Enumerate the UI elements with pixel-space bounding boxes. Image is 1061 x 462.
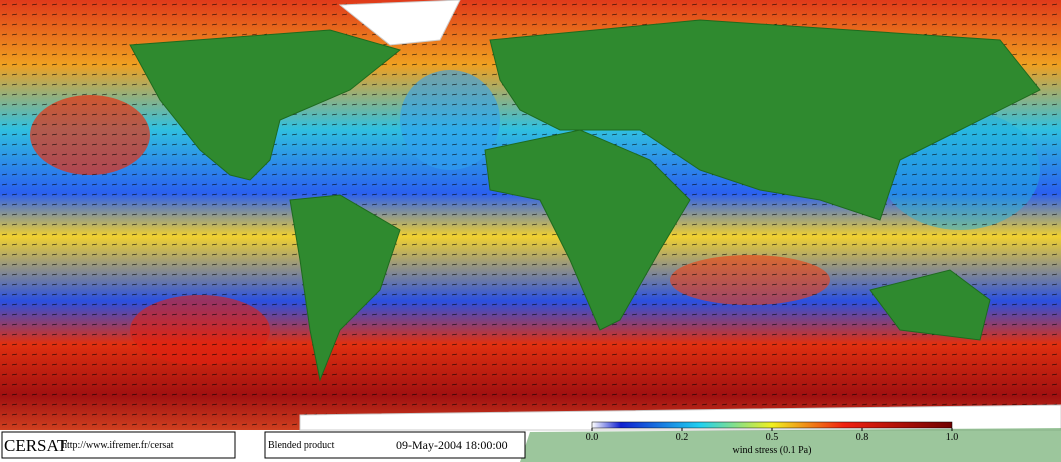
logo: CERSAT bbox=[4, 436, 68, 455]
colorbar: wind stress (0.1 Pa) 0.0 0.2 0.5 0.8 1.0 bbox=[586, 421, 959, 456]
antarctica bbox=[520, 428, 1061, 462]
colorbar-tick-label: 0.0 bbox=[586, 432, 599, 443]
map-area bbox=[0, 0, 1061, 431]
colorbar-label: wind stress (0.1 Pa) bbox=[733, 445, 812, 456]
colorbar-tick-label: 0.8 bbox=[856, 432, 869, 443]
colorbar-tick-label: 0.5 bbox=[766, 432, 779, 443]
date: 09-May-2004 18:00:00 bbox=[396, 438, 508, 452]
colorbar-tick-label: 0.2 bbox=[676, 432, 689, 443]
colorbar-scale bbox=[591, 421, 953, 429]
colorbar-tick-label: 1.0 bbox=[946, 432, 959, 443]
product: Blended product bbox=[268, 440, 335, 451]
logo-box bbox=[1, 431, 236, 459]
url: http://www.ifremer.fr/cersat bbox=[62, 440, 174, 451]
info-box bbox=[264, 431, 526, 459]
